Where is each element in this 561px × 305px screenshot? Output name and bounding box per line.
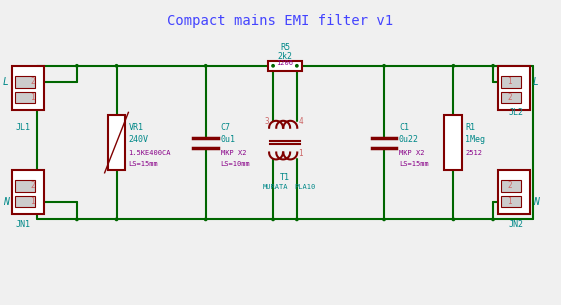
Bar — [16, 76, 35, 88]
Circle shape — [452, 65, 454, 67]
Text: 2: 2 — [508, 93, 512, 102]
Circle shape — [492, 218, 494, 221]
Bar — [268, 61, 302, 71]
Bar — [501, 76, 521, 88]
Bar — [108, 115, 126, 170]
Bar — [498, 170, 530, 214]
Text: T1: T1 — [280, 173, 290, 182]
Circle shape — [116, 65, 118, 67]
Text: 1Meg: 1Meg — [465, 135, 485, 144]
Text: 240V: 240V — [128, 135, 149, 144]
Circle shape — [76, 65, 78, 67]
Circle shape — [272, 218, 274, 221]
Text: JL2: JL2 — [508, 108, 523, 117]
Circle shape — [116, 218, 118, 221]
Circle shape — [296, 218, 298, 221]
Circle shape — [272, 65, 274, 67]
Text: 1: 1 — [30, 197, 35, 206]
Text: L: L — [533, 77, 539, 87]
Circle shape — [383, 218, 385, 221]
Bar — [498, 66, 530, 110]
Circle shape — [383, 65, 385, 67]
Text: 2: 2 — [508, 181, 512, 190]
Text: R1: R1 — [465, 123, 475, 132]
Text: JL1: JL1 — [16, 123, 31, 132]
Text: 2: 2 — [30, 77, 35, 86]
Bar — [501, 196, 521, 207]
Bar — [16, 196, 35, 207]
Text: 2: 2 — [30, 181, 35, 190]
Bar — [501, 92, 521, 103]
Text: R5: R5 — [280, 43, 290, 52]
Bar — [444, 115, 462, 170]
Circle shape — [76, 218, 78, 221]
Text: N: N — [533, 196, 539, 206]
Bar — [12, 170, 44, 214]
Text: 4: 4 — [298, 117, 303, 126]
Text: MURATA: MURATA — [263, 184, 288, 190]
Text: L: L — [3, 77, 8, 87]
Bar — [16, 180, 35, 192]
Circle shape — [296, 65, 298, 67]
Text: 2k2: 2k2 — [278, 52, 292, 61]
Bar — [16, 92, 35, 103]
Text: LS=10mm: LS=10mm — [220, 161, 250, 167]
Text: C7: C7 — [220, 123, 231, 132]
Bar — [501, 180, 521, 192]
Text: 1: 1 — [30, 93, 35, 102]
Text: 1206: 1206 — [277, 60, 293, 66]
Circle shape — [205, 218, 207, 221]
Text: N: N — [3, 196, 8, 206]
Text: LS=15mm: LS=15mm — [128, 161, 158, 167]
Text: 0u22: 0u22 — [399, 135, 419, 144]
Text: JN1: JN1 — [16, 220, 31, 229]
Text: PLA10: PLA10 — [294, 184, 315, 190]
Text: 1.5KE400CA: 1.5KE400CA — [128, 150, 171, 156]
Text: MKP X2: MKP X2 — [220, 150, 246, 156]
Circle shape — [205, 65, 207, 67]
Text: 2512: 2512 — [465, 150, 482, 156]
Text: 3: 3 — [265, 117, 269, 126]
Text: 0u1: 0u1 — [220, 135, 236, 144]
Text: LS=15mm: LS=15mm — [399, 161, 429, 167]
Text: 1: 1 — [508, 197, 512, 206]
Circle shape — [492, 65, 494, 67]
Bar — [12, 66, 44, 110]
Circle shape — [452, 218, 454, 221]
Text: JN2: JN2 — [508, 220, 523, 229]
Text: 1: 1 — [508, 77, 512, 86]
Text: 1: 1 — [298, 149, 303, 159]
Text: VR1: VR1 — [128, 123, 144, 132]
Text: C1: C1 — [399, 123, 409, 132]
Text: Compact mains EMI filter v1: Compact mains EMI filter v1 — [167, 14, 393, 28]
Text: MKP X2: MKP X2 — [399, 150, 425, 156]
